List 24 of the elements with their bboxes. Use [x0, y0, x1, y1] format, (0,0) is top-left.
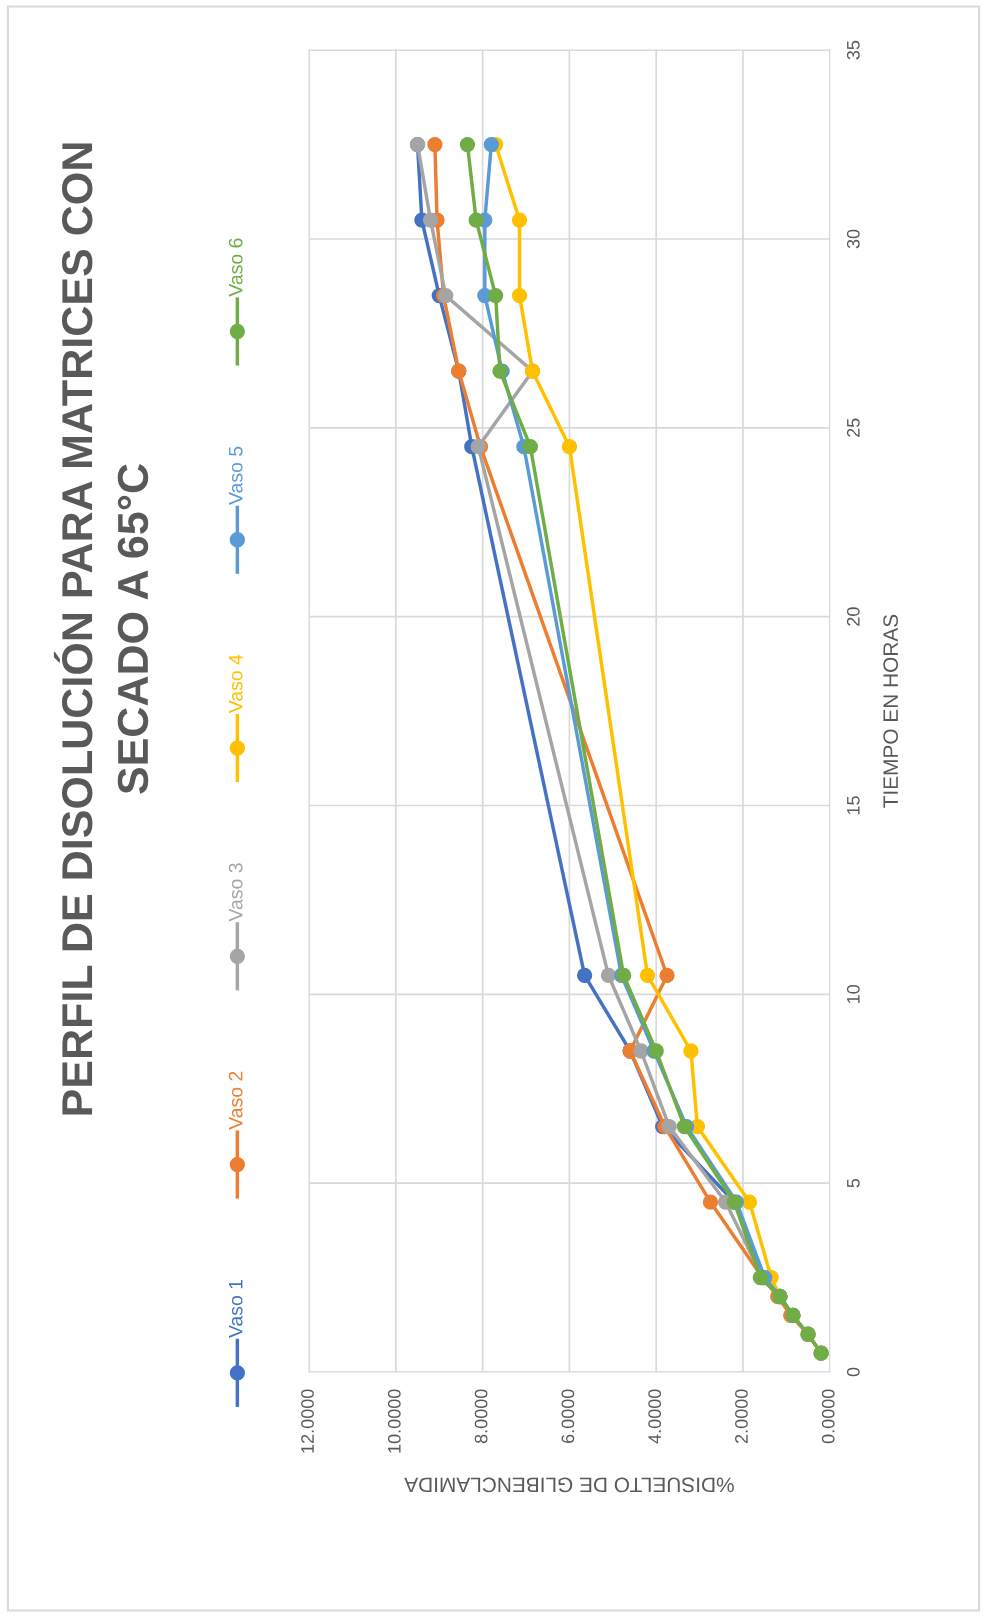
x-tick-label: 0.0000	[821, 1389, 835, 1444]
text: Vaso 4	[229, 654, 243, 714]
y-tick-label: 30	[846, 229, 860, 249]
x-tick-label: 2.0000	[735, 1389, 748, 1443]
x-tick-label: 10.0000	[387, 1389, 401, 1453]
y-tick-label: 25	[846, 418, 860, 437]
y-tick-label: 10	[846, 985, 860, 1003]
text: PERFIL DE DISOLUCIÓN PARA MATRICES CON SECADO A 65°C	[53, 143, 149, 1115]
text: Vaso 5	[229, 446, 243, 505]
x-axis-title: %DISUELTO DE GLIBENCLAMIDA	[404, 1477, 734, 1493]
y-tick-label: 5	[847, 1178, 860, 1188]
text: Vaso 3	[228, 863, 243, 922]
y-tick-label: 35	[846, 40, 860, 60]
y-tick-label: 15	[847, 796, 860, 815]
x-tick-label: 4.0000	[648, 1389, 662, 1444]
text: Vaso 6	[228, 238, 243, 297]
y-axis-title: TIEMPO EN HORAS	[883, 614, 899, 808]
y-tick-label: 20	[846, 607, 860, 626]
x-tick-label: 8.0000	[474, 1389, 488, 1444]
text: Vaso 1	[229, 1279, 243, 1338]
text: Vaso 2	[228, 1071, 243, 1130]
x-tick-label: 12.0000	[301, 1389, 314, 1453]
x-tick-label: 6.0000	[561, 1389, 575, 1443]
y-tick-label: 0	[846, 1367, 860, 1377]
